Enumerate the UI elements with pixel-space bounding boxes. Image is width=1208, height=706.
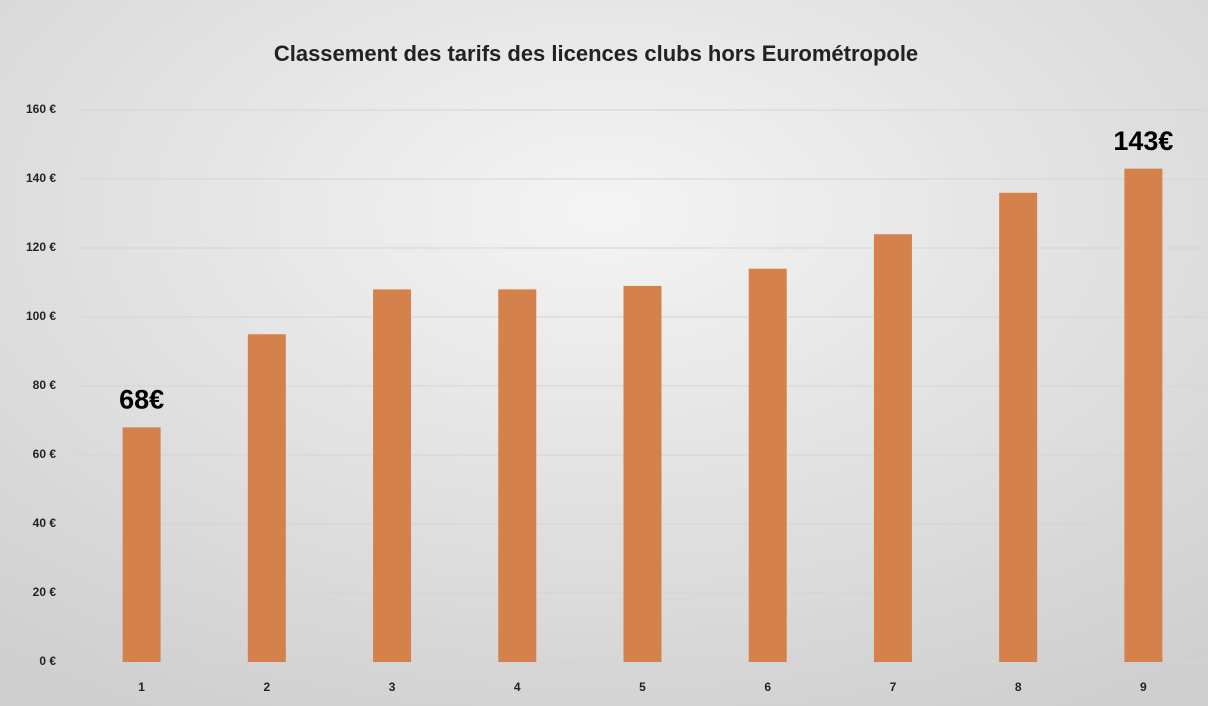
y-tick-label: 120 € <box>26 240 56 254</box>
y-tick-label: 140 € <box>26 171 56 185</box>
y-tick-label: 40 € <box>33 516 57 530</box>
bar <box>373 289 412 662</box>
value-label: 68€ <box>119 385 164 415</box>
y-tick-label: 60 € <box>33 447 57 461</box>
bar <box>247 334 286 662</box>
bar <box>122 427 161 662</box>
x-tick-label: 4 <box>514 680 521 694</box>
x-tick-label: 5 <box>639 680 646 694</box>
value-label: 143€ <box>1113 126 1173 156</box>
x-tick-label: 8 <box>1015 680 1022 694</box>
y-tick-label: 80 € <box>33 378 57 392</box>
y-tick-label: 20 € <box>33 585 57 599</box>
x-tick-label: 7 <box>890 680 897 694</box>
x-tick-label: 2 <box>263 680 270 694</box>
y-tick-label: 160 € <box>26 102 56 116</box>
y-tick-label: 100 € <box>26 309 56 323</box>
bar <box>623 285 662 662</box>
x-tick-label: 3 <box>389 680 396 694</box>
x-tick-label: 9 <box>1140 680 1147 694</box>
bar <box>873 234 912 662</box>
bar <box>498 289 537 662</box>
chart-title: Classement des tarifs des licences clubs… <box>274 41 918 66</box>
bar <box>748 268 787 662</box>
bar <box>1124 168 1163 662</box>
y-tick-label: 0 € <box>39 654 56 668</box>
bar <box>999 192 1038 663</box>
x-tick-label: 1 <box>138 680 145 694</box>
x-tick-label: 6 <box>764 680 771 694</box>
